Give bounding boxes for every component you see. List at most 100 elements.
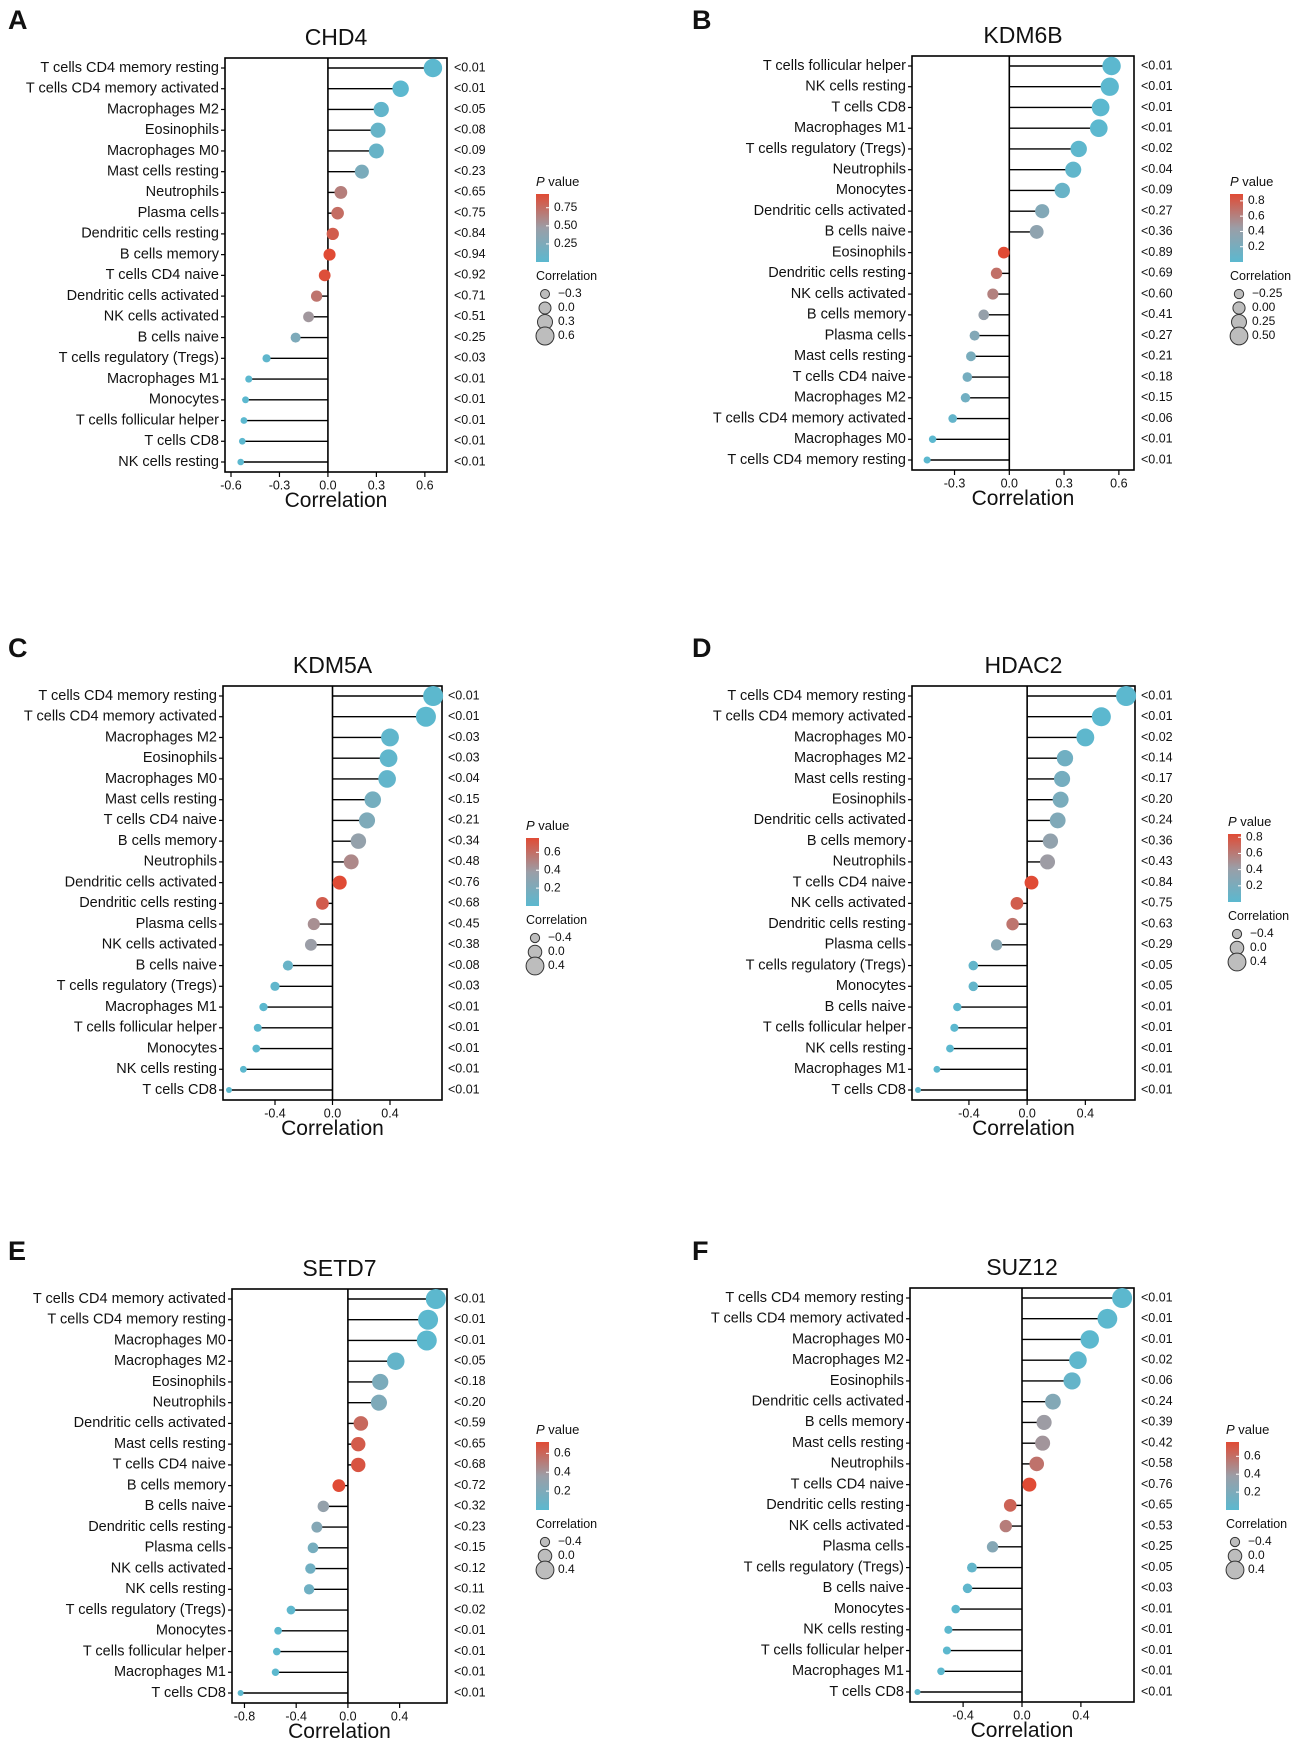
p-colorbar [1228, 834, 1241, 902]
p-value-label: <0.01 [448, 1062, 480, 1076]
p-legend-tick: 0.4 [1248, 224, 1265, 238]
p-value-label: <0.01 [448, 688, 480, 702]
corr-legend-tick: 0.25 [1252, 314, 1276, 328]
lollipop-dot [354, 164, 369, 179]
row-label: Macrophages M0 [794, 729, 906, 745]
row-label: Eosinophils [830, 1373, 904, 1389]
p-legend-title: P value [536, 1422, 579, 1437]
row-label: Mast cells resting [792, 1435, 904, 1451]
p-value-label: <0.01 [1141, 121, 1173, 135]
p-value-label: <0.76 [1141, 1477, 1173, 1491]
p-value-label: <0.03 [454, 351, 486, 365]
lollipop-dot [226, 1087, 232, 1093]
p-value-label: <0.01 [1141, 1062, 1173, 1076]
lollipop-dot [305, 1563, 316, 1574]
row-label: T cells CD8 [142, 1082, 217, 1098]
row-label: Plasma cells [145, 1540, 226, 1556]
corr-legend-dot [535, 326, 555, 346]
p-value-label: <0.14 [1141, 751, 1173, 765]
x-tick-label: 0.6 [1110, 476, 1127, 490]
lollipop-dot [370, 1394, 387, 1411]
row-label: Dendritic cells resting [768, 916, 906, 932]
x-tick-label: 0.0 [319, 478, 336, 492]
corr-legend-tick: 0.0 [1250, 940, 1267, 954]
x-tick-label: -0.4 [264, 1106, 286, 1120]
lollipop-dot [415, 706, 436, 727]
corr-legend-tick: 0.50 [1252, 328, 1276, 342]
row-label: Neutrophils [146, 184, 219, 200]
lollipop-dot [1056, 750, 1074, 767]
panel-letter: D [692, 633, 712, 663]
p-value-label: <0.08 [454, 123, 486, 137]
row-label: T cells CD4 memory activated [24, 709, 217, 725]
row-label: B cells memory [127, 1477, 227, 1493]
p-legend-title: P value [536, 174, 579, 189]
lollipop-dot [253, 1023, 262, 1032]
row-label: Monocytes [834, 1601, 904, 1617]
lollipop-dot [334, 186, 348, 199]
lollipop-dot [997, 246, 1010, 259]
row-label: B cells naive [136, 957, 217, 973]
lollipop-dot [262, 354, 271, 363]
lollipop-dot [969, 330, 980, 341]
corr-legend-dot [1227, 952, 1247, 972]
p-value-label: <0.38 [448, 937, 480, 951]
row-label: B cells memory [120, 246, 220, 262]
x-axis-label: Correlation [972, 487, 1075, 510]
row-label: B cells naive [138, 329, 219, 345]
p-value-label: <0.01 [454, 371, 486, 385]
corr-legend-tick: −0.4 [1250, 926, 1274, 940]
lollipop-dot [237, 1690, 244, 1696]
panel-a: A CHD4 T cells CD4 memory resting <0.01 T ce… [8, 5, 597, 512]
lollipop-dot [1039, 854, 1056, 870]
p-value-label: <0.01 [1141, 1082, 1173, 1096]
row-label: NK cells resting [805, 79, 906, 95]
row-label: T cells CD4 naive [106, 267, 219, 283]
lollipop-dot [944, 1625, 953, 1634]
corr-legend-tick: 0.0 [1248, 1548, 1265, 1562]
corr-legend-title: Correlation [1226, 1517, 1287, 1531]
row-label: T cells follicular helper [74, 1020, 217, 1036]
p-value-label: <0.12 [454, 1561, 486, 1575]
row-label: T cells CD4 naive [791, 1476, 904, 1492]
row-label: T cells regulatory (Tregs) [57, 978, 217, 994]
p-value-label: <0.02 [1141, 730, 1173, 744]
lollipop-dot [953, 1002, 962, 1012]
row-label: NK cells resting [118, 454, 219, 470]
p-value-label: <0.60 [1141, 286, 1173, 300]
p-value-label: <0.08 [448, 958, 480, 972]
row-label: Macrophages M1 [794, 120, 906, 136]
row-label: T cells regulatory (Tregs) [66, 1602, 226, 1618]
row-label: T cells CD4 memory activated [713, 410, 906, 426]
row-label: T cells follicular helper [76, 412, 219, 428]
p-value-label: <0.25 [454, 330, 486, 344]
p-value-label: <0.84 [454, 226, 486, 240]
row-label: NK cells resting [805, 1040, 906, 1056]
lollipop-dot [343, 854, 359, 870]
p-value-label: <0.18 [1141, 369, 1173, 383]
p-value-label: <0.20 [454, 1395, 486, 1409]
lollipop-dot [987, 288, 999, 300]
corr-legend-tick: −0.4 [548, 930, 572, 944]
row-label: NK cells activated [102, 937, 217, 953]
lollipop-dot [1006, 917, 1019, 931]
corr-legend-dot [529, 932, 541, 944]
row-label: T cells CD4 naive [793, 369, 906, 385]
lollipop-dot [1003, 1499, 1017, 1512]
lollipop-dot [1091, 707, 1111, 727]
p-legend-title: P value [1226, 1422, 1269, 1437]
lollipop-dot [316, 896, 329, 910]
row-label: T cells CD4 naive [113, 1457, 226, 1473]
lollipop-dot [978, 309, 990, 321]
lollipop-dot [1065, 161, 1082, 178]
p-legend-tick: 0.4 [1244, 1466, 1261, 1480]
lollipop-dot [304, 938, 317, 951]
corr-legend-dot [525, 956, 545, 976]
lollipop-dot [272, 1647, 281, 1656]
row-label: Dendritic cells activated [67, 288, 219, 304]
p-value-label: <0.72 [454, 1478, 486, 1492]
p-value-label: <0.01 [448, 1041, 480, 1055]
corr-legend-tick: 0.3 [558, 314, 575, 328]
p-value-label: <0.01 [1141, 432, 1173, 446]
